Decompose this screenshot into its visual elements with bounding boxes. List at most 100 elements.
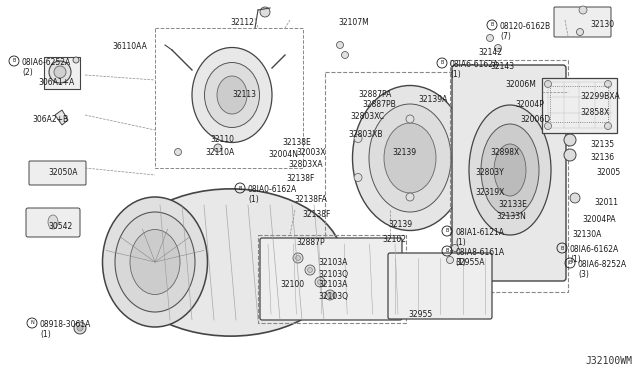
Circle shape — [577, 29, 584, 35]
Circle shape — [305, 265, 315, 275]
Circle shape — [570, 193, 580, 203]
Text: 32011: 32011 — [594, 198, 618, 207]
FancyBboxPatch shape — [452, 65, 566, 281]
Text: 32006M: 32006M — [505, 80, 536, 89]
Circle shape — [74, 322, 86, 334]
Ellipse shape — [353, 86, 467, 231]
Text: B: B — [238, 186, 242, 190]
Circle shape — [458, 135, 466, 142]
Circle shape — [605, 122, 611, 129]
Text: 32102: 32102 — [382, 235, 406, 244]
Text: B: B — [568, 260, 572, 266]
Circle shape — [77, 325, 83, 331]
Circle shape — [564, 134, 576, 146]
Bar — [542, 78, 617, 133]
Circle shape — [328, 292, 333, 298]
Text: 32133N: 32133N — [496, 212, 526, 221]
Text: 32803XA: 32803XA — [288, 160, 323, 169]
Ellipse shape — [130, 230, 180, 295]
Text: 32103A: 32103A — [318, 280, 348, 289]
Ellipse shape — [192, 48, 272, 142]
Circle shape — [458, 173, 466, 182]
Ellipse shape — [369, 104, 451, 212]
Text: 32006D: 32006D — [520, 115, 550, 124]
FancyBboxPatch shape — [260, 238, 402, 320]
FancyBboxPatch shape — [554, 7, 611, 37]
Text: 32139: 32139 — [388, 220, 412, 229]
Text: 32887PA: 32887PA — [358, 90, 392, 99]
Bar — [155, 28, 303, 168]
Text: 32138E: 32138E — [282, 138, 311, 147]
Circle shape — [545, 80, 552, 87]
Ellipse shape — [384, 123, 436, 193]
Text: 32887PB: 32887PB — [362, 100, 396, 109]
Circle shape — [354, 135, 362, 142]
Ellipse shape — [205, 62, 259, 128]
Circle shape — [486, 35, 493, 42]
Text: B: B — [12, 58, 16, 64]
Text: 32103A: 32103A — [318, 258, 348, 267]
Circle shape — [605, 80, 611, 87]
Text: 32003X: 32003X — [296, 148, 326, 157]
Bar — [450, 60, 568, 292]
Text: 32113: 32113 — [232, 90, 256, 99]
Circle shape — [307, 267, 312, 273]
Text: 32803XB: 32803XB — [348, 130, 383, 139]
Circle shape — [406, 193, 414, 201]
Circle shape — [175, 148, 182, 155]
Text: 32103Q: 32103Q — [318, 292, 348, 301]
Circle shape — [579, 6, 587, 14]
Text: 32050A: 32050A — [48, 168, 77, 177]
Circle shape — [325, 290, 335, 300]
Text: 32138FA: 32138FA — [294, 195, 327, 204]
Text: 32955A: 32955A — [455, 258, 484, 267]
Ellipse shape — [217, 76, 247, 114]
Text: 32143: 32143 — [490, 62, 514, 71]
Text: 32110: 32110 — [210, 135, 234, 144]
Text: 08IA6-8252A
(3): 08IA6-8252A (3) — [578, 260, 627, 279]
Text: N: N — [30, 321, 34, 326]
Ellipse shape — [481, 124, 539, 216]
Bar — [44, 57, 80, 89]
FancyBboxPatch shape — [26, 208, 80, 237]
Ellipse shape — [469, 105, 551, 235]
Text: 32103Q: 32103Q — [318, 270, 348, 279]
Ellipse shape — [102, 197, 207, 327]
Text: 32100: 32100 — [280, 280, 304, 289]
Circle shape — [406, 115, 414, 123]
Text: 32130A: 32130A — [572, 230, 602, 239]
Text: 08IA6-6162A
(1): 08IA6-6162A (1) — [450, 60, 499, 79]
Circle shape — [337, 42, 344, 48]
Text: 32004PA: 32004PA — [582, 215, 616, 224]
Text: J32100WM: J32100WM — [585, 356, 632, 366]
Text: 32130: 32130 — [590, 20, 614, 29]
Circle shape — [342, 51, 349, 58]
Text: 32955: 32955 — [408, 310, 432, 319]
Ellipse shape — [48, 215, 58, 229]
Text: 32136: 32136 — [590, 153, 614, 162]
Circle shape — [451, 244, 458, 251]
Text: 306A2+B: 306A2+B — [32, 115, 68, 124]
Circle shape — [73, 57, 79, 63]
Circle shape — [317, 279, 323, 285]
Bar — [550, 86, 608, 122]
Text: 08120-6162B
(7): 08120-6162B (7) — [500, 22, 551, 41]
Ellipse shape — [494, 144, 526, 196]
Text: 08IA0-6162A
(1): 08IA0-6162A (1) — [248, 185, 297, 204]
Text: 08IA6-6162A
(1): 08IA6-6162A (1) — [570, 245, 620, 264]
Text: 32887P: 32887P — [296, 238, 324, 247]
Text: 08IA1-6121A
(1): 08IA1-6121A (1) — [455, 228, 504, 247]
Text: 32898X: 32898X — [490, 148, 519, 157]
Text: 32142: 32142 — [478, 48, 502, 57]
Text: 36110AA: 36110AA — [112, 42, 147, 51]
Text: 32299BXA: 32299BXA — [580, 92, 620, 101]
Circle shape — [545, 122, 552, 129]
Text: 32858X: 32858X — [580, 108, 609, 117]
Text: B: B — [440, 61, 444, 65]
Text: 08918-3061A
(1): 08918-3061A (1) — [40, 320, 92, 339]
Text: 32319X: 32319X — [475, 188, 504, 197]
Circle shape — [293, 253, 303, 263]
Text: B: B — [560, 246, 564, 250]
Circle shape — [296, 256, 301, 260]
Circle shape — [447, 257, 454, 263]
